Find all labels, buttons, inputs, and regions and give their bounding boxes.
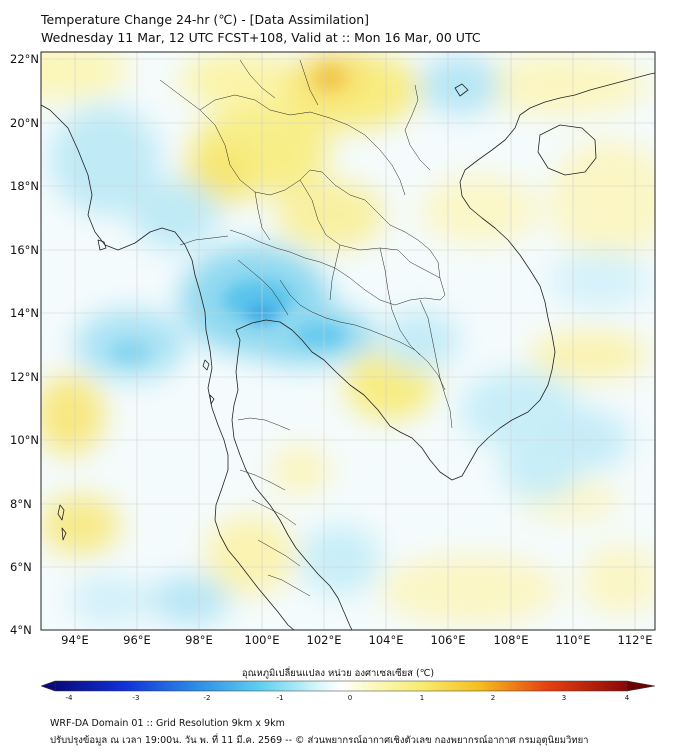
lat-label: 20°N <box>10 116 39 130</box>
colorbar-tick: -4 <box>65 694 73 702</box>
lon-label: 112°E <box>617 633 653 647</box>
colorbar-tick: -3 <box>132 694 140 702</box>
colorbar-tick: -1 <box>276 694 284 702</box>
lat-label: 8°N <box>10 497 32 511</box>
colorbar-title: อุณหภูมิเปลี่ยนแปลง หน่วย องศาเซลเซียส (… <box>241 668 435 679</box>
borders <box>159 59 453 597</box>
colorbar-tick: 1 <box>419 694 425 702</box>
lat-label: 12°N <box>10 370 39 384</box>
colorbar-tick: 3 <box>561 694 567 702</box>
lon-label: 104°E <box>368 633 404 647</box>
lon-label: 110°E <box>555 633 591 647</box>
coastlines <box>41 72 655 630</box>
title-line-2: Wednesday 11 Mar, 12 UTC FCST+108, Valid… <box>41 30 481 45</box>
title-line-1: Temperature Change 24-hr (℃) - [Data Ass… <box>41 12 370 27</box>
lon-label: 102°E <box>306 633 342 647</box>
lon-label: 100°E <box>244 633 280 647</box>
lat-label: 4°N <box>10 623 32 637</box>
lon-label: 108°E <box>493 633 529 647</box>
map-frame <box>40 51 656 631</box>
lat-label: 10°N <box>10 433 39 447</box>
colorbar-tick: 2 <box>490 694 496 702</box>
colorbar-tick: 4 <box>624 694 630 702</box>
lat-label: 6°N <box>10 560 32 574</box>
lat-label: 16°N <box>10 243 39 257</box>
footer-model-info: WRF-DA Domain 01 :: Grid Resolution 9km … <box>50 718 285 729</box>
lat-label: 14°N <box>10 306 39 320</box>
temperature-field <box>41 52 655 630</box>
lat-label: 18°N <box>10 179 39 193</box>
colorbar-tick: -2 <box>203 694 211 702</box>
graticule <box>41 52 655 630</box>
lon-label: 98°E <box>185 633 213 647</box>
colorbar <box>40 680 656 692</box>
lat-label: 22°N <box>10 52 39 66</box>
colorbar-tick: 0 <box>347 694 353 702</box>
footer-update-info: ปรับปรุงข้อมูล ณ เวลา 19:00น. วัน พ. ที่… <box>50 735 589 746</box>
lon-label: 94°E <box>61 633 89 647</box>
lon-label: 106°E <box>430 633 466 647</box>
lon-label: 96°E <box>123 633 151 647</box>
